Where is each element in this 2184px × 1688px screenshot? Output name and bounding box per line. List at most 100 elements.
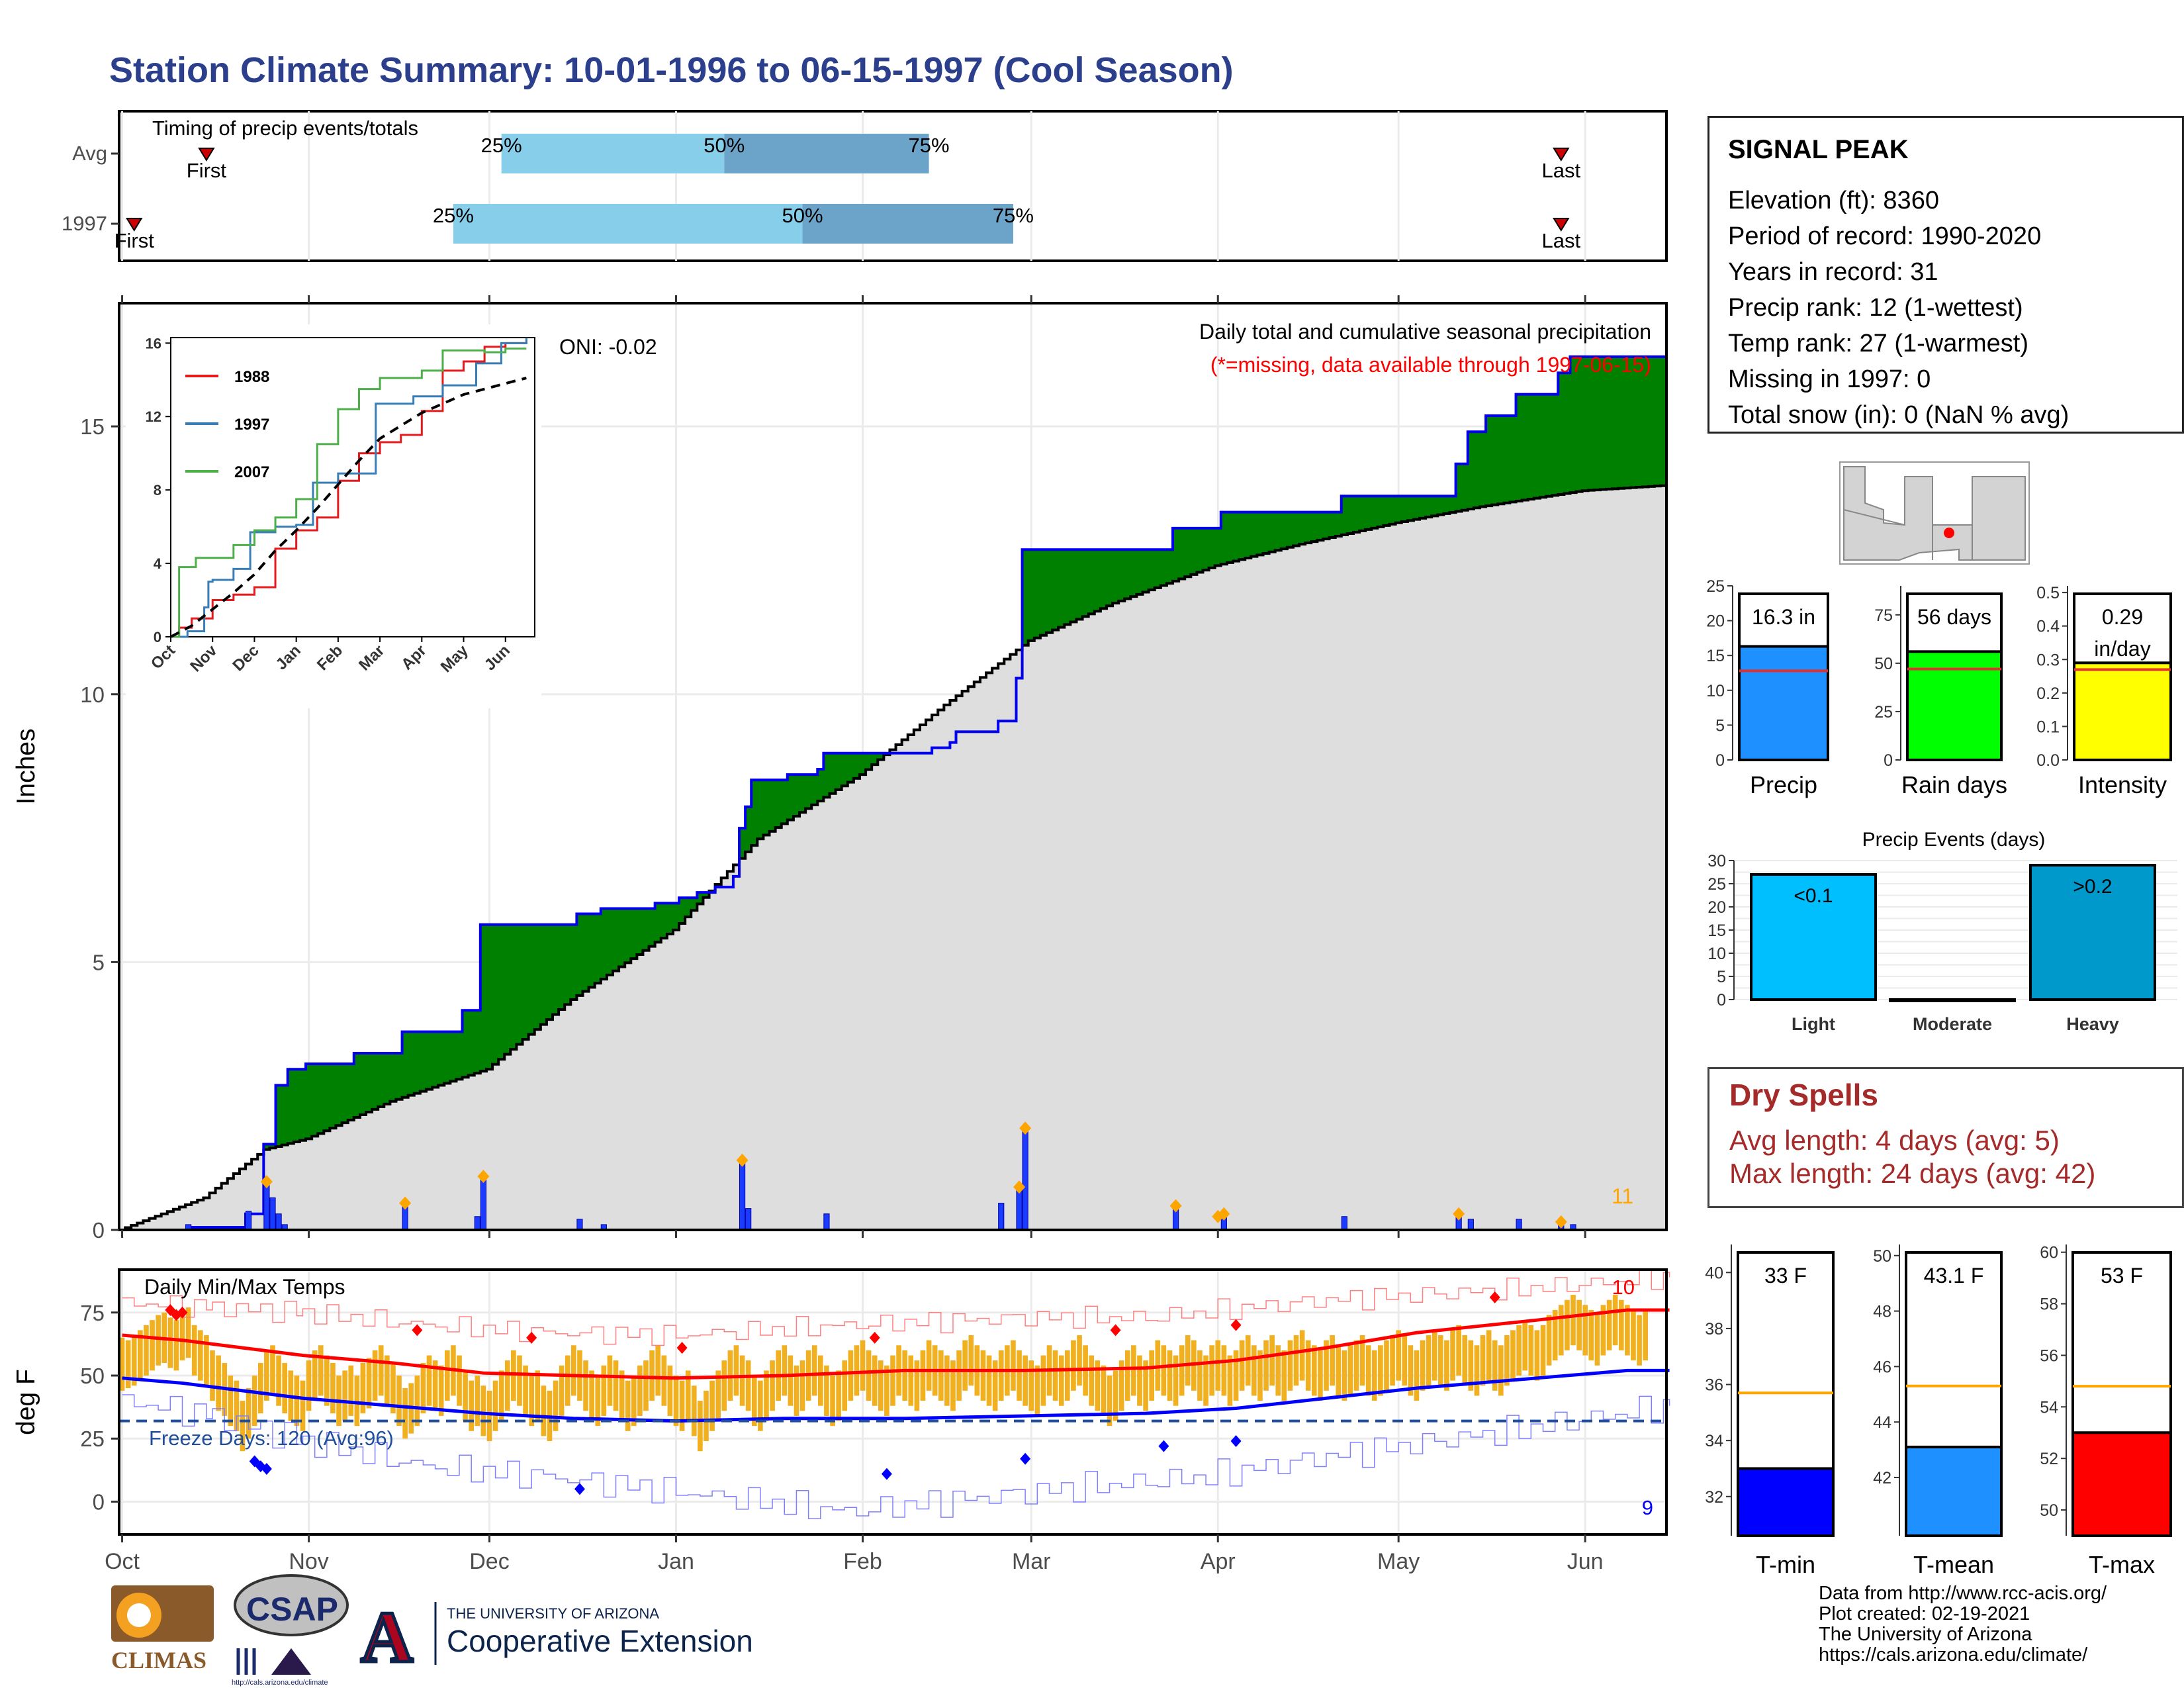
precip-surplus-fill: [378, 1053, 385, 1107]
precip-surplus-fill: [474, 1010, 481, 1074]
timing-last-marker: [1553, 148, 1570, 162]
timing-bar-25-50: [453, 204, 803, 244]
timing-row-label: 1997: [62, 212, 107, 235]
temps-daily-range-bar: [426, 1355, 432, 1406]
precip-surplus-fill: [1046, 549, 1053, 633]
precip-surplus-fill: [1124, 549, 1131, 599]
temps-xtick-label: May: [1377, 1549, 1420, 1574]
temps-xtick-label: Apr: [1201, 1549, 1236, 1574]
temps-daily-range-bar: [764, 1370, 769, 1421]
temps-daily-range-bar: [1516, 1325, 1522, 1376]
temps-daily-range-bar: [511, 1350, 516, 1401]
temps-daily-range-bar: [144, 1325, 149, 1376]
temps-daily-range-bar: [1438, 1335, 1443, 1386]
precip-events-chart: Precip Events (days) 0 5 10 15 20 25 30 <0.1 Ligh…: [1707, 829, 2177, 1034]
temps-daily-range-bar: [962, 1340, 968, 1391]
temps-xtick-label: Nov: [289, 1549, 328, 1574]
precip-surplus-fill: [781, 780, 788, 824]
temps-daily-range-bar: [1384, 1340, 1389, 1391]
temps-daily-range-bar: [257, 1362, 263, 1414]
temps-daily-range-bar: [1582, 1305, 1588, 1356]
rain_days-ytick-label: 75: [1874, 606, 1893, 625]
timing-label-75: 75%: [909, 134, 950, 157]
temps-ytick-label: 75: [80, 1301, 105, 1325]
precip-surplus-fill: [1449, 496, 1457, 513]
temps-daily-range-bar: [770, 1360, 775, 1411]
svg-text:THE UNIVERSITY OF ARIZONA: THE UNIVERSITY OF ARIZONA: [447, 1605, 659, 1622]
events-ytick-label: 5: [1717, 968, 1726, 986]
inset-ytick-label: 0: [154, 629, 161, 645]
precip-surplus-fill: [600, 908, 608, 980]
temps-daily-range-bar: [553, 1380, 559, 1431]
precip-daily-bar: [1467, 1219, 1474, 1231]
temps-daily-range-bar: [1347, 1345, 1353, 1396]
station-elevation: Elevation (ft): 8360: [1728, 187, 1939, 214]
precip-surplus-fill: [287, 1069, 295, 1144]
svg-text:Cooperative Extension: Cooperative Extension: [447, 1624, 753, 1658]
temps-daily-range-bar: [1558, 1305, 1564, 1356]
temps-daily-range-bar: [173, 1320, 179, 1371]
temps-record-cold-marker: [1230, 1435, 1242, 1448]
temps-daily-range-bar: [811, 1345, 817, 1396]
temps-daily-range-bar: [463, 1370, 468, 1421]
timing-label-50: 50%: [782, 204, 823, 227]
precip-surplus-fill: [462, 1010, 469, 1078]
precip_total-ytick-label: 0: [1715, 751, 1725, 770]
precip-surplus-fill: [1052, 549, 1059, 630]
temps-xtick-label: Dec: [469, 1549, 509, 1574]
temps-daily-range-bar: [799, 1360, 805, 1411]
precip-surplus-fill: [299, 1069, 306, 1141]
temps-daily-range-bar: [1486, 1330, 1492, 1381]
temps-daily-range-bar: [402, 1388, 408, 1439]
precip-surplus-fill: [1335, 512, 1342, 537]
temps-daily-range-bar: [469, 1380, 475, 1431]
temps-daily-range-bar: [517, 1355, 522, 1406]
precip-record-marker: [736, 1153, 749, 1167]
precip-surplus-fill: [847, 753, 854, 782]
tmean-ytick-label: 44: [1873, 1413, 1891, 1432]
temps-daily-range-bar: [1444, 1340, 1449, 1391]
precip-surplus-fill: [306, 1064, 312, 1139]
precip-surplus-fill: [1191, 528, 1198, 575]
precip-surplus-fill: [619, 908, 625, 967]
temps-daily-range-bar: [312, 1350, 318, 1401]
precip-surplus-fill: [263, 1144, 271, 1150]
temps-daily-range-bar: [914, 1360, 920, 1411]
precip-surplus-fill: [1588, 356, 1595, 491]
temps-daily-range-bar: [601, 1365, 607, 1416]
temps-daily-range-bar: [1077, 1335, 1082, 1386]
temps-daily-range-bar: [1450, 1330, 1455, 1381]
temps-daily-range-bar: [607, 1355, 613, 1406]
precip-surplus-fill: [1630, 356, 1637, 488]
temps-daily-range-bar: [667, 1365, 673, 1416]
temps-daily-range-bar: [324, 1355, 330, 1406]
precip-surplus-fill: [625, 908, 631, 963]
precip-surplus-fill: [492, 924, 499, 1064]
precip-record-marker: [1169, 1199, 1182, 1213]
temps-daily-range-bar: [1107, 1376, 1113, 1427]
precip-surplus-fill: [1088, 549, 1095, 614]
temps-daily-range-bar: [860, 1340, 866, 1391]
temps-daily-range-bar: [631, 1376, 637, 1427]
precip-surplus-fill: [1642, 356, 1649, 487]
temps-daily-range-bar: [210, 1350, 215, 1401]
timing-last-label: Last: [1541, 159, 1580, 182]
temps-record-max-line: [122, 1268, 1670, 1346]
temps-record-hot-marker: [412, 1324, 423, 1336]
precip-surplus-fill: [510, 924, 518, 1050]
intensity-value-bar: [2073, 661, 2172, 761]
precip-surplus-fill: [763, 780, 770, 835]
station-precip-rank: Precip rank: 12 (1-wettest): [1728, 294, 2023, 322]
temps-daily-range-bar: [1522, 1320, 1528, 1371]
rain_days-ytick-label: 50: [1874, 655, 1893, 673]
inset-ytick-label: 8: [154, 482, 161, 498]
precip-surplus-fill: [1389, 496, 1396, 524]
temps-daily-range-bar: [571, 1345, 576, 1396]
temps-daily-range-bar: [342, 1370, 347, 1421]
precip-surplus-fill: [872, 753, 878, 765]
temps-daily-range-bar: [673, 1376, 679, 1427]
station-temp-rank: Temp rank: 27 (1-warmest): [1728, 330, 2029, 357]
precip-surplus-fill: [347, 1064, 355, 1121]
temps-daily-range-bar: [294, 1376, 300, 1427]
temps-daily-range-bar: [1143, 1360, 1148, 1411]
